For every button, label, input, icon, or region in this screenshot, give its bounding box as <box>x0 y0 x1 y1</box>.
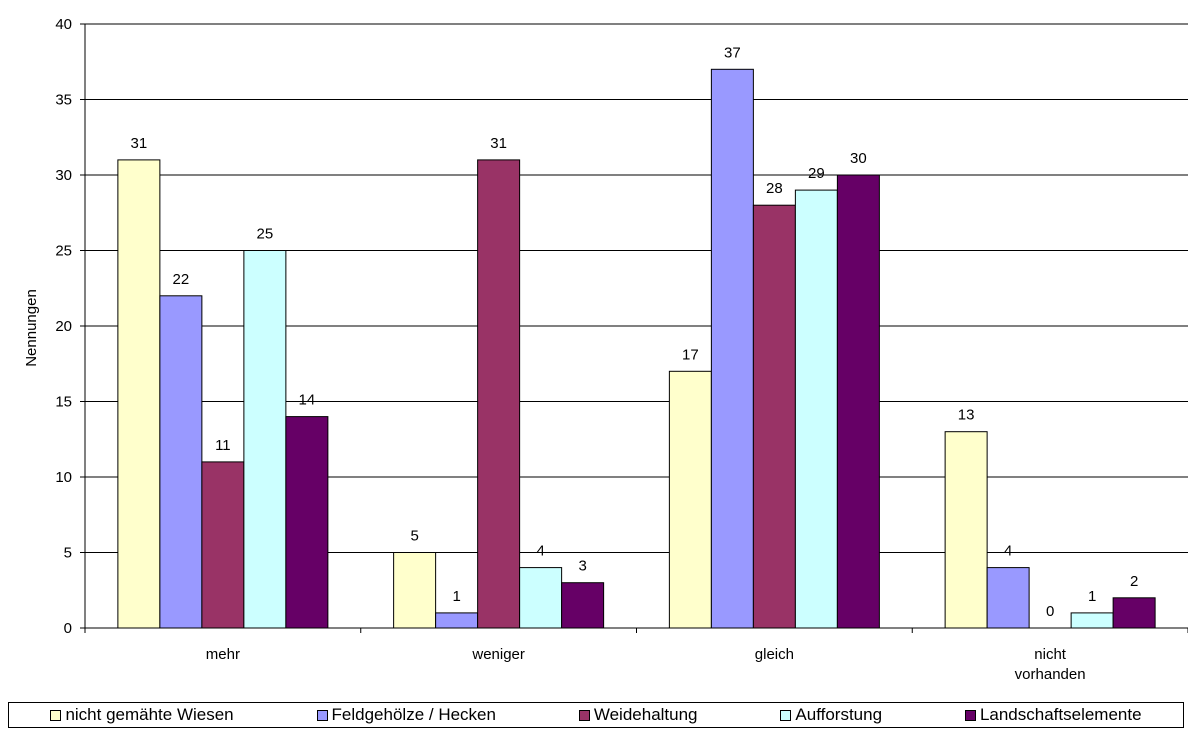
bar <box>201 461 245 629</box>
data-label: 11 <box>215 437 231 454</box>
data-label: 29 <box>808 165 825 182</box>
bar <box>836 174 880 629</box>
data-label: 22 <box>173 271 190 288</box>
data-label: 14 <box>299 392 316 409</box>
legend-item: nicht gemähte Wiesen <box>50 705 234 725</box>
legend-item: Aufforstung <box>780 705 882 725</box>
data-label: 28 <box>766 180 783 197</box>
bars <box>117 68 1156 629</box>
y-axis-label: Nennungen <box>23 289 40 367</box>
x-tick-label: mehr <box>206 646 240 663</box>
y-tick-label: 10 <box>55 469 72 486</box>
data-label: 4 <box>536 543 544 560</box>
y-tick-label: 35 <box>55 92 72 109</box>
legend-item: Landschaftselemente <box>964 705 1142 725</box>
data-label: 1 <box>1088 588 1096 605</box>
data-label: 37 <box>724 44 741 61</box>
x-tick-label: nicht vorhanden <box>1015 646 1086 683</box>
bar <box>435 612 479 629</box>
bar <box>710 68 754 629</box>
legend-swatch <box>780 709 792 721</box>
x-axis-ticks: mehr weniger gleich nicht vorhanden <box>84 628 1188 683</box>
bar <box>393 552 437 629</box>
bar <box>285 416 329 629</box>
bar <box>243 250 287 629</box>
bar <box>159 295 203 629</box>
legend-swatch <box>50 709 62 721</box>
data-label: 3 <box>578 558 586 575</box>
bar <box>477 159 521 629</box>
y-tick-label: 30 <box>55 167 72 184</box>
bar <box>1112 597 1156 629</box>
y-tick-label: 40 <box>55 16 72 33</box>
y-tick-label: 5 <box>64 545 72 562</box>
data-label: 0 <box>1046 603 1054 620</box>
legend-swatch <box>964 709 976 721</box>
data-label: 17 <box>682 346 699 363</box>
legend-label: Feldgehölze / Hecken <box>331 705 496 724</box>
y-tick-label: 0 <box>64 620 72 637</box>
y-tick-label: 20 <box>55 318 72 335</box>
data-label: 5 <box>410 528 418 545</box>
legend-label: Weidehaltung <box>593 705 698 724</box>
legend-label: Landschaftselemente <box>979 705 1142 724</box>
bar <box>561 582 605 629</box>
bar <box>668 370 712 629</box>
y-tick-label: 15 <box>55 394 72 411</box>
bar <box>117 159 161 629</box>
bar <box>794 189 838 629</box>
legend: nicht gemähte Wiesen Feldgehölze / Hecken… <box>8 702 1184 728</box>
x-tick-label: weniger <box>471 646 525 663</box>
data-label: 13 <box>958 407 975 424</box>
data-label: 1 <box>452 588 460 605</box>
bar <box>986 567 1030 629</box>
x-tick-label: gleich <box>755 646 794 663</box>
data-label: 31 <box>490 135 507 152</box>
data-labels: 31 5 17 13 22 1 37 4 11 31 28 0 25 4 29 1 14 3 30 2 <box>131 44 1139 620</box>
bar <box>944 431 988 629</box>
data-label: 4 <box>1004 543 1012 560</box>
data-label: 2 <box>1130 573 1138 590</box>
y-tick-label: 25 <box>55 243 72 260</box>
data-label: 31 <box>131 135 148 152</box>
legend-swatch <box>578 709 590 721</box>
y-axis-ticks: 0 5 10 15 20 25 30 35 40 <box>55 16 85 637</box>
legend-item: Weidehaltung <box>578 705 698 725</box>
data-label: 25 <box>257 226 274 243</box>
legend-item: Feldgehölze / Hecken <box>316 705 496 725</box>
legend-swatch <box>316 709 328 721</box>
legend-label: nicht gemähte Wiesen <box>65 705 234 724</box>
data-label: 30 <box>850 150 867 167</box>
bar <box>752 204 796 629</box>
bar <box>519 567 563 629</box>
bar <box>1070 612 1114 629</box>
legend-label: Aufforstung <box>795 705 883 724</box>
